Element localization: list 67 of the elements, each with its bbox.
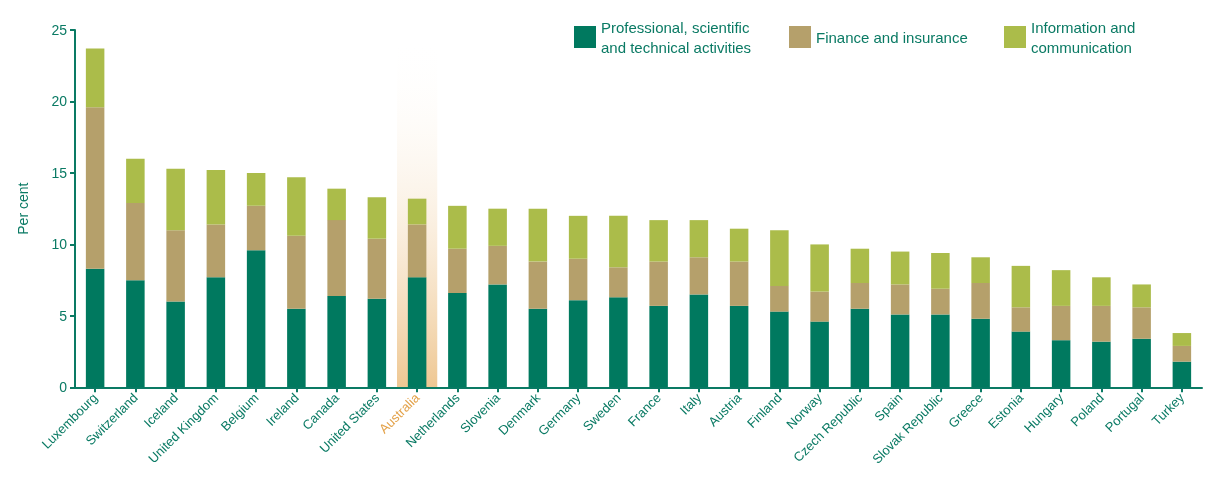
bar xyxy=(528,261,548,309)
bar xyxy=(126,158,145,203)
bar xyxy=(890,251,910,285)
bar xyxy=(1011,265,1031,308)
bar xyxy=(367,197,387,239)
bar xyxy=(246,172,266,206)
bar xyxy=(206,170,226,225)
bar xyxy=(287,235,306,309)
bar xyxy=(729,228,749,262)
bar xyxy=(246,205,266,251)
bar xyxy=(166,230,185,302)
bar xyxy=(448,205,467,249)
bar xyxy=(488,245,507,285)
bar xyxy=(1132,284,1151,308)
legend-label: Professional, scientific and technical activities xyxy=(601,18,754,56)
bar xyxy=(810,291,829,322)
bar xyxy=(367,238,387,299)
bar xyxy=(649,220,668,262)
y-tick-label: 25 xyxy=(51,22,68,38)
legend-label: Information and communication xyxy=(1031,18,1140,56)
bar xyxy=(407,224,427,278)
y-tick-label: 10 xyxy=(51,236,68,253)
bar xyxy=(931,253,950,289)
bar xyxy=(1132,307,1151,339)
bar xyxy=(850,248,870,284)
bar xyxy=(568,215,588,259)
bar xyxy=(689,220,709,258)
bar xyxy=(1092,277,1111,306)
y-tick-label: 15 xyxy=(51,164,68,181)
x-tick-label: Italy xyxy=(676,389,705,418)
bar xyxy=(609,267,628,298)
y-axis-title: Per cent xyxy=(15,182,31,235)
bar xyxy=(1051,270,1071,306)
y-tick-label: 20 xyxy=(51,93,68,110)
bar xyxy=(890,284,910,315)
bar xyxy=(327,188,346,221)
bar xyxy=(971,283,990,319)
bar xyxy=(206,224,226,278)
bar xyxy=(1092,305,1111,342)
bar xyxy=(1051,305,1071,341)
bar xyxy=(729,261,749,306)
bar xyxy=(407,198,427,225)
bar xyxy=(528,208,548,262)
bar xyxy=(287,177,306,236)
bar xyxy=(85,48,105,108)
bar xyxy=(649,261,668,306)
y-tick-label: 0 xyxy=(59,379,68,396)
bar xyxy=(810,244,829,292)
bar xyxy=(126,202,145,281)
bar xyxy=(85,107,105,269)
y-tick-label: 5 xyxy=(59,307,68,324)
bar xyxy=(488,208,507,246)
bar xyxy=(568,258,588,301)
legend-label: Finance and insurance xyxy=(816,28,968,46)
bar xyxy=(770,230,789,286)
bar xyxy=(1172,345,1192,362)
bar xyxy=(850,283,870,309)
bar xyxy=(1172,333,1192,346)
bar xyxy=(166,168,185,231)
bar xyxy=(770,285,789,312)
bar xyxy=(327,220,346,296)
bar xyxy=(689,257,709,295)
bar xyxy=(1011,307,1031,332)
bar xyxy=(609,215,628,268)
bar xyxy=(971,257,990,284)
bar xyxy=(448,248,467,294)
bar xyxy=(931,288,950,315)
